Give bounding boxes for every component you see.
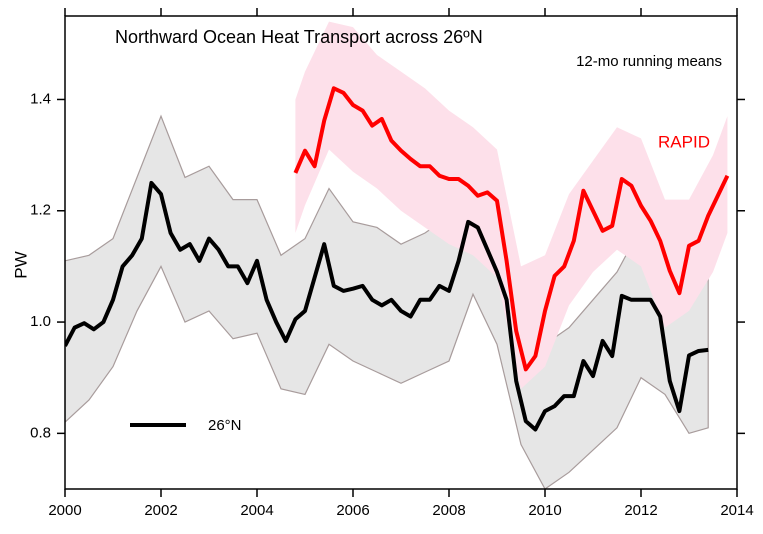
x-tick-label: 2014 <box>720 502 753 519</box>
x-tick-label: 2012 <box>624 502 657 519</box>
chart-title: Northward Ocean Heat Transport across 26… <box>115 27 483 47</box>
y-tick-label: 1.2 <box>30 202 51 219</box>
x-tick-label: 2010 <box>528 502 561 519</box>
x-tick-label: 2006 <box>336 502 369 519</box>
x-tick-label: 2002 <box>144 502 177 519</box>
series-line <box>293 86 730 372</box>
chart-subtitle: 12-mo running means <box>576 53 722 70</box>
x-tick-label: 2004 <box>240 502 273 519</box>
plot-frame <box>64 15 738 490</box>
lines <box>65 86 730 432</box>
x-tick-label: 2008 <box>432 502 465 519</box>
y-tick-label: 1.0 <box>30 313 51 330</box>
y-tick-label: 1.4 <box>30 90 51 107</box>
series-line <box>65 180 709 432</box>
uncertainty-band <box>295 21 728 389</box>
legend-label: 26°N <box>208 417 242 434</box>
bands <box>65 21 728 489</box>
y-axis-label: PW <box>11 251 30 278</box>
x-tick-label: 2000 <box>48 502 81 519</box>
y-tick-label: 0.8 <box>30 424 51 441</box>
series-annotation: RAPID <box>658 132 710 151</box>
